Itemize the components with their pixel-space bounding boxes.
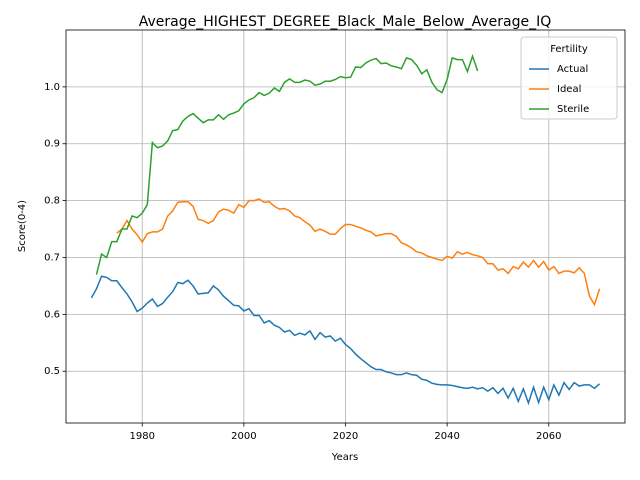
legend-label: Ideal xyxy=(557,84,581,95)
x-tick-label: 2040 xyxy=(434,431,459,442)
y-tick-label: 0.7 xyxy=(44,252,60,263)
plot-frame xyxy=(65,29,626,424)
legend-label: Actual xyxy=(557,64,588,75)
y-tick-label: 0.5 xyxy=(44,366,60,377)
x-axis-label: Years xyxy=(331,452,358,463)
legend-box xyxy=(520,36,618,120)
legend-title: Fertility xyxy=(550,44,588,55)
x-tick-label: 2060 xyxy=(536,431,561,442)
y-tick-label: 0.9 xyxy=(44,139,60,150)
legend-label: Sterile xyxy=(557,104,589,115)
y-axis-label: Score(0-4) xyxy=(17,200,28,252)
series-line xyxy=(95,53,479,275)
series-line xyxy=(90,275,601,406)
y-tick-label: 0.6 xyxy=(44,309,60,320)
x-tick-label: 1980 xyxy=(130,431,155,442)
x-tick-label: 2000 xyxy=(231,431,256,442)
chart-title: Average_HIGHEST_DEGREE_Black_Male_Below_… xyxy=(139,14,552,30)
y-tick-label: 0.8 xyxy=(44,196,60,207)
series-line xyxy=(116,198,601,307)
y-tick-label: 1.0 xyxy=(44,82,60,93)
x-tick-label: 2020 xyxy=(333,431,358,442)
